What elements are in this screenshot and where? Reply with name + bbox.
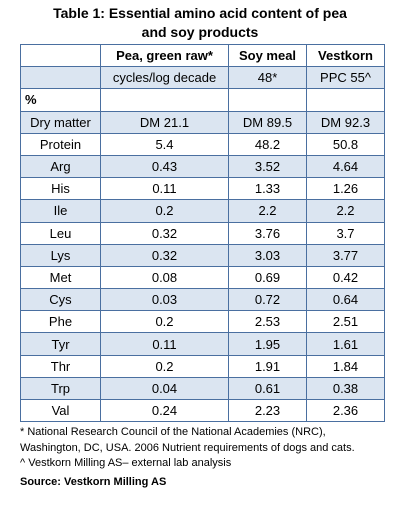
row-label-cell: Thr [20,354,101,378]
value-cell [306,88,385,112]
row-label-cell: Arg [20,154,101,179]
value-cell: 0.43 [100,154,229,179]
value-cell: 0.64 [306,288,385,312]
value-cell: 0.61 [228,376,307,401]
row-label-cell: Cys [20,288,101,312]
value-cell: 0.24 [100,398,229,423]
row-label-cell [20,66,101,90]
footnotes: * National Research Council of the Natio… [20,425,392,490]
table-row: Tyr 0.11 1.95 1.61 [20,332,385,356]
value-cell: 4.64 [306,154,385,179]
value-cell: 2.36 [306,398,385,423]
title-line-1: Table 1: Essential amino acid content of… [53,5,347,21]
header-row: Pea, green raw* Soy meal Vestkorn [20,43,385,68]
table-title: Table 1: Essential amino acid content of… [0,4,400,42]
value-cell: 2.2 [228,199,307,223]
table-row: Arg 0.43 3.52 4.64 [20,154,385,179]
value-cell: 3.52 [228,154,307,179]
value-cell: 1.95 [228,332,307,356]
value-cell: 2.23 [228,398,307,423]
value-cell: 3.03 [228,243,307,267]
table-row: Protein 5.4 48.2 50.8 [20,132,385,156]
table-row: Trp 0.04 0.61 0.38 [20,376,385,401]
value-cell: 5.4 [100,132,229,156]
value-cell: 0.11 [100,332,229,356]
value-cell: 0.03 [100,288,229,312]
value-cell [100,88,229,112]
footnote-vestkorn: ^ Vestkorn Milling AS– external lab anal… [20,457,232,469]
value-cell: Soy meal [228,43,307,68]
value-cell: 3.77 [306,243,385,267]
table-row: Phe 0.2 2.53 2.51 [20,310,385,334]
value-cell: 0.42 [306,265,385,290]
value-cell: 0.2 [100,310,229,334]
value-cell: DM 21.1 [100,110,229,134]
title-line-2: and soy products [141,24,259,40]
row-label-cell: Phe [20,310,101,334]
value-cell: 0.32 [100,243,229,267]
amino-acid-table: Pea, green raw* Soy meal Vestkorn cycles/lo… [20,43,385,423]
footnote-nrc-line-2: Washington, DC, USA. 2006 Nutrient requi… [20,441,355,454]
value-cell: 1.26 [306,177,385,201]
subheader-row: cycles/log decade 48* PPC 55^ [20,66,385,90]
value-cell: 1.91 [228,354,307,378]
value-cell: DM 89.5 [228,110,307,134]
value-cell: 0.69 [228,265,307,290]
value-cell: 2.51 [306,310,385,334]
value-cell: Pea, green raw* [100,43,229,68]
source-line: Source: Vestkorn Milling AS [20,475,167,488]
row-label-cell: Ile [20,199,101,223]
row-label-cell: His [20,177,101,201]
value-cell: 0.04 [100,376,229,401]
value-cell: 2.53 [228,310,307,334]
row-label-cell: Leu [20,221,101,245]
value-cell [228,88,307,112]
table-row: Cys 0.03 0.72 0.64 [20,288,385,312]
footnote-nrc-line-1: * National Research Council of the Natio… [20,426,326,438]
table-row: Ile 0.2 2.2 2.2 [20,199,385,223]
value-cell: 1.61 [306,332,385,356]
value-cell: PPC 55^ [306,66,385,90]
row-label-cell: Protein [20,132,101,156]
row-label-cell: Dry matter [20,110,101,134]
value-cell: 48* [228,66,307,90]
value-cell: 48.2 [228,132,307,156]
value-cell: 1.84 [306,354,385,378]
row-label-cell: Tyr [20,332,101,356]
value-cell: 0.72 [228,288,307,312]
row-label-cell [20,43,101,68]
value-cell: Vestkorn [306,43,385,68]
value-cell: 0.08 [100,265,229,290]
value-cell: 0.38 [306,376,385,401]
value-cell: 3.76 [228,221,307,245]
value-cell: 2.2 [306,199,385,223]
value-cell: 0.11 [100,177,229,201]
row-label-cell: Val [20,398,101,423]
table-row: Dry matter DM 21.1 DM 89.5 DM 92.3 [20,110,385,134]
table-row: Met 0.08 0.69 0.42 [20,265,385,290]
table-row: Leu 0.32 3.76 3.7 [20,221,385,245]
value-cell: 0.2 [100,354,229,378]
value-cell: 0.32 [100,221,229,245]
value-cell: cycles/log decade [100,66,229,90]
row-label-cell: Trp [20,376,101,401]
value-cell: 3.7 [306,221,385,245]
table-row: Lys 0.32 3.03 3.77 [20,243,385,267]
value-cell: 0.2 [100,199,229,223]
table-row: His 0.11 1.33 1.26 [20,177,385,201]
unit-row: % [20,88,385,112]
value-cell: DM 92.3 [306,110,385,134]
table-row: Val 0.24 2.23 2.36 [20,398,385,423]
row-label-cell: Lys [20,243,101,267]
value-cell: 1.33 [228,177,307,201]
value-cell: 50.8 [306,132,385,156]
table-row: Thr 0.2 1.91 1.84 [20,354,385,378]
row-label-cell: Met [20,265,101,290]
row-label-cell: % [20,88,101,112]
